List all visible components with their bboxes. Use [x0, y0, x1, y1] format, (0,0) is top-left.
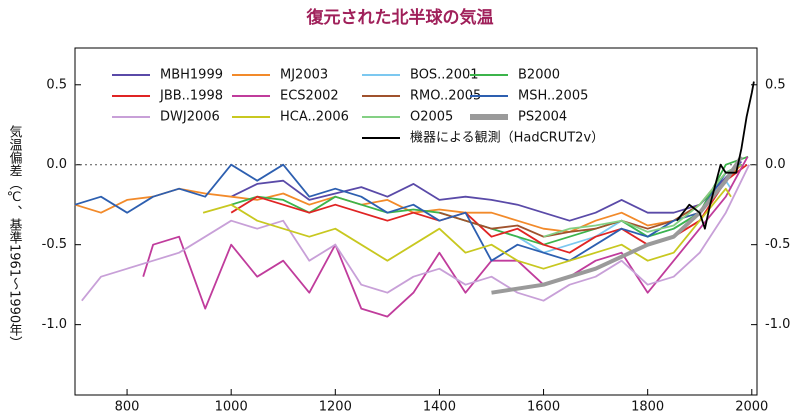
legend-label: DWJ2006	[160, 110, 220, 125]
legend-label: B2000	[518, 68, 560, 83]
legend-label: ECS2002	[280, 89, 339, 104]
legend-label: RMO..2005	[410, 89, 481, 104]
legend-label: MBH1999	[160, 68, 223, 83]
legend-label: MSH..2005	[518, 89, 588, 104]
series-line	[491, 155, 744, 295]
legend-label: O2005	[410, 110, 453, 125]
legend-label: HCA..2006	[280, 110, 349, 125]
x-tick-label: 1200	[319, 400, 352, 415]
legend-label: BOS..2001	[410, 68, 479, 83]
x-tick-label: 1400	[423, 400, 456, 415]
chart-title: 復元された北半球の気温	[306, 7, 494, 28]
y-tick-label: -1.0	[765, 317, 790, 332]
y-tick-label: -0.5	[42, 237, 67, 252]
y-tick-label: 0.0	[46, 157, 67, 172]
series-line	[202, 187, 732, 270]
x-tick-label: 2000	[735, 400, 768, 415]
series-line	[74, 164, 743, 233]
y-tick-label: 0.5	[765, 77, 786, 92]
x-tick-label: 1600	[527, 400, 560, 415]
x-tick-label: 800	[115, 400, 140, 415]
legend-label: JBB..1998	[159, 89, 223, 104]
series-line	[81, 164, 751, 302]
x-tick-label: 1800	[631, 400, 664, 415]
legend-label: MJ2003	[280, 68, 328, 83]
series-line	[74, 163, 742, 262]
series-line	[142, 156, 749, 318]
legend-label: PS2004	[518, 110, 567, 125]
y-tick-label: -0.5	[765, 237, 790, 252]
y-tick-label: 0.5	[46, 77, 67, 92]
series-line	[676, 81, 755, 230]
legend-label: 機器による観測（HadCRUT2v）	[410, 131, 604, 146]
x-tick-label: 1000	[215, 400, 248, 415]
y-tick-label: -1.0	[42, 317, 67, 332]
y-axis-label: 気温偏差（℃、基準1961～1990年）	[7, 124, 23, 349]
series-line	[230, 155, 749, 246]
plot-frame	[74, 47, 758, 396]
series-line	[230, 160, 743, 222]
series-line	[543, 163, 742, 238]
y-tick-label: 0.0	[765, 157, 786, 172]
